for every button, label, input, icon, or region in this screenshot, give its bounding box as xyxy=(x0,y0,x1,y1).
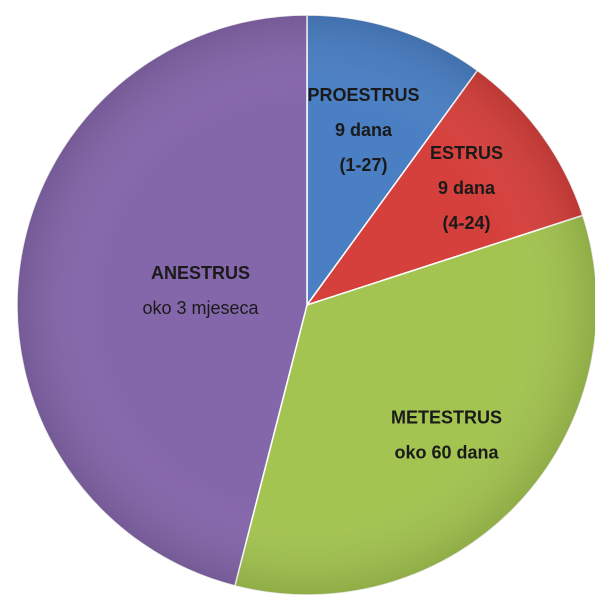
slice-label: ANESTRUS xyxy=(151,263,250,283)
pie xyxy=(16,14,595,596)
slice-label: ESTRUS xyxy=(430,143,503,163)
slice-label: PROESTRUS xyxy=(307,85,419,105)
slice-label: METESTRUS xyxy=(391,407,502,427)
slice-label: oko 3 mjeseca xyxy=(143,298,260,318)
slice-label: (4-24) xyxy=(443,213,491,233)
slice-label: oko 60 dana xyxy=(395,442,500,462)
slice-label: (1-27) xyxy=(339,155,387,175)
slice-label: 9 dana xyxy=(335,120,393,140)
slice-labels: PROESTRUS 9 dana (1-27) ESTRUS 9 dana (4-24) M… xyxy=(143,85,504,462)
slice-label: 9 dana xyxy=(438,178,496,198)
